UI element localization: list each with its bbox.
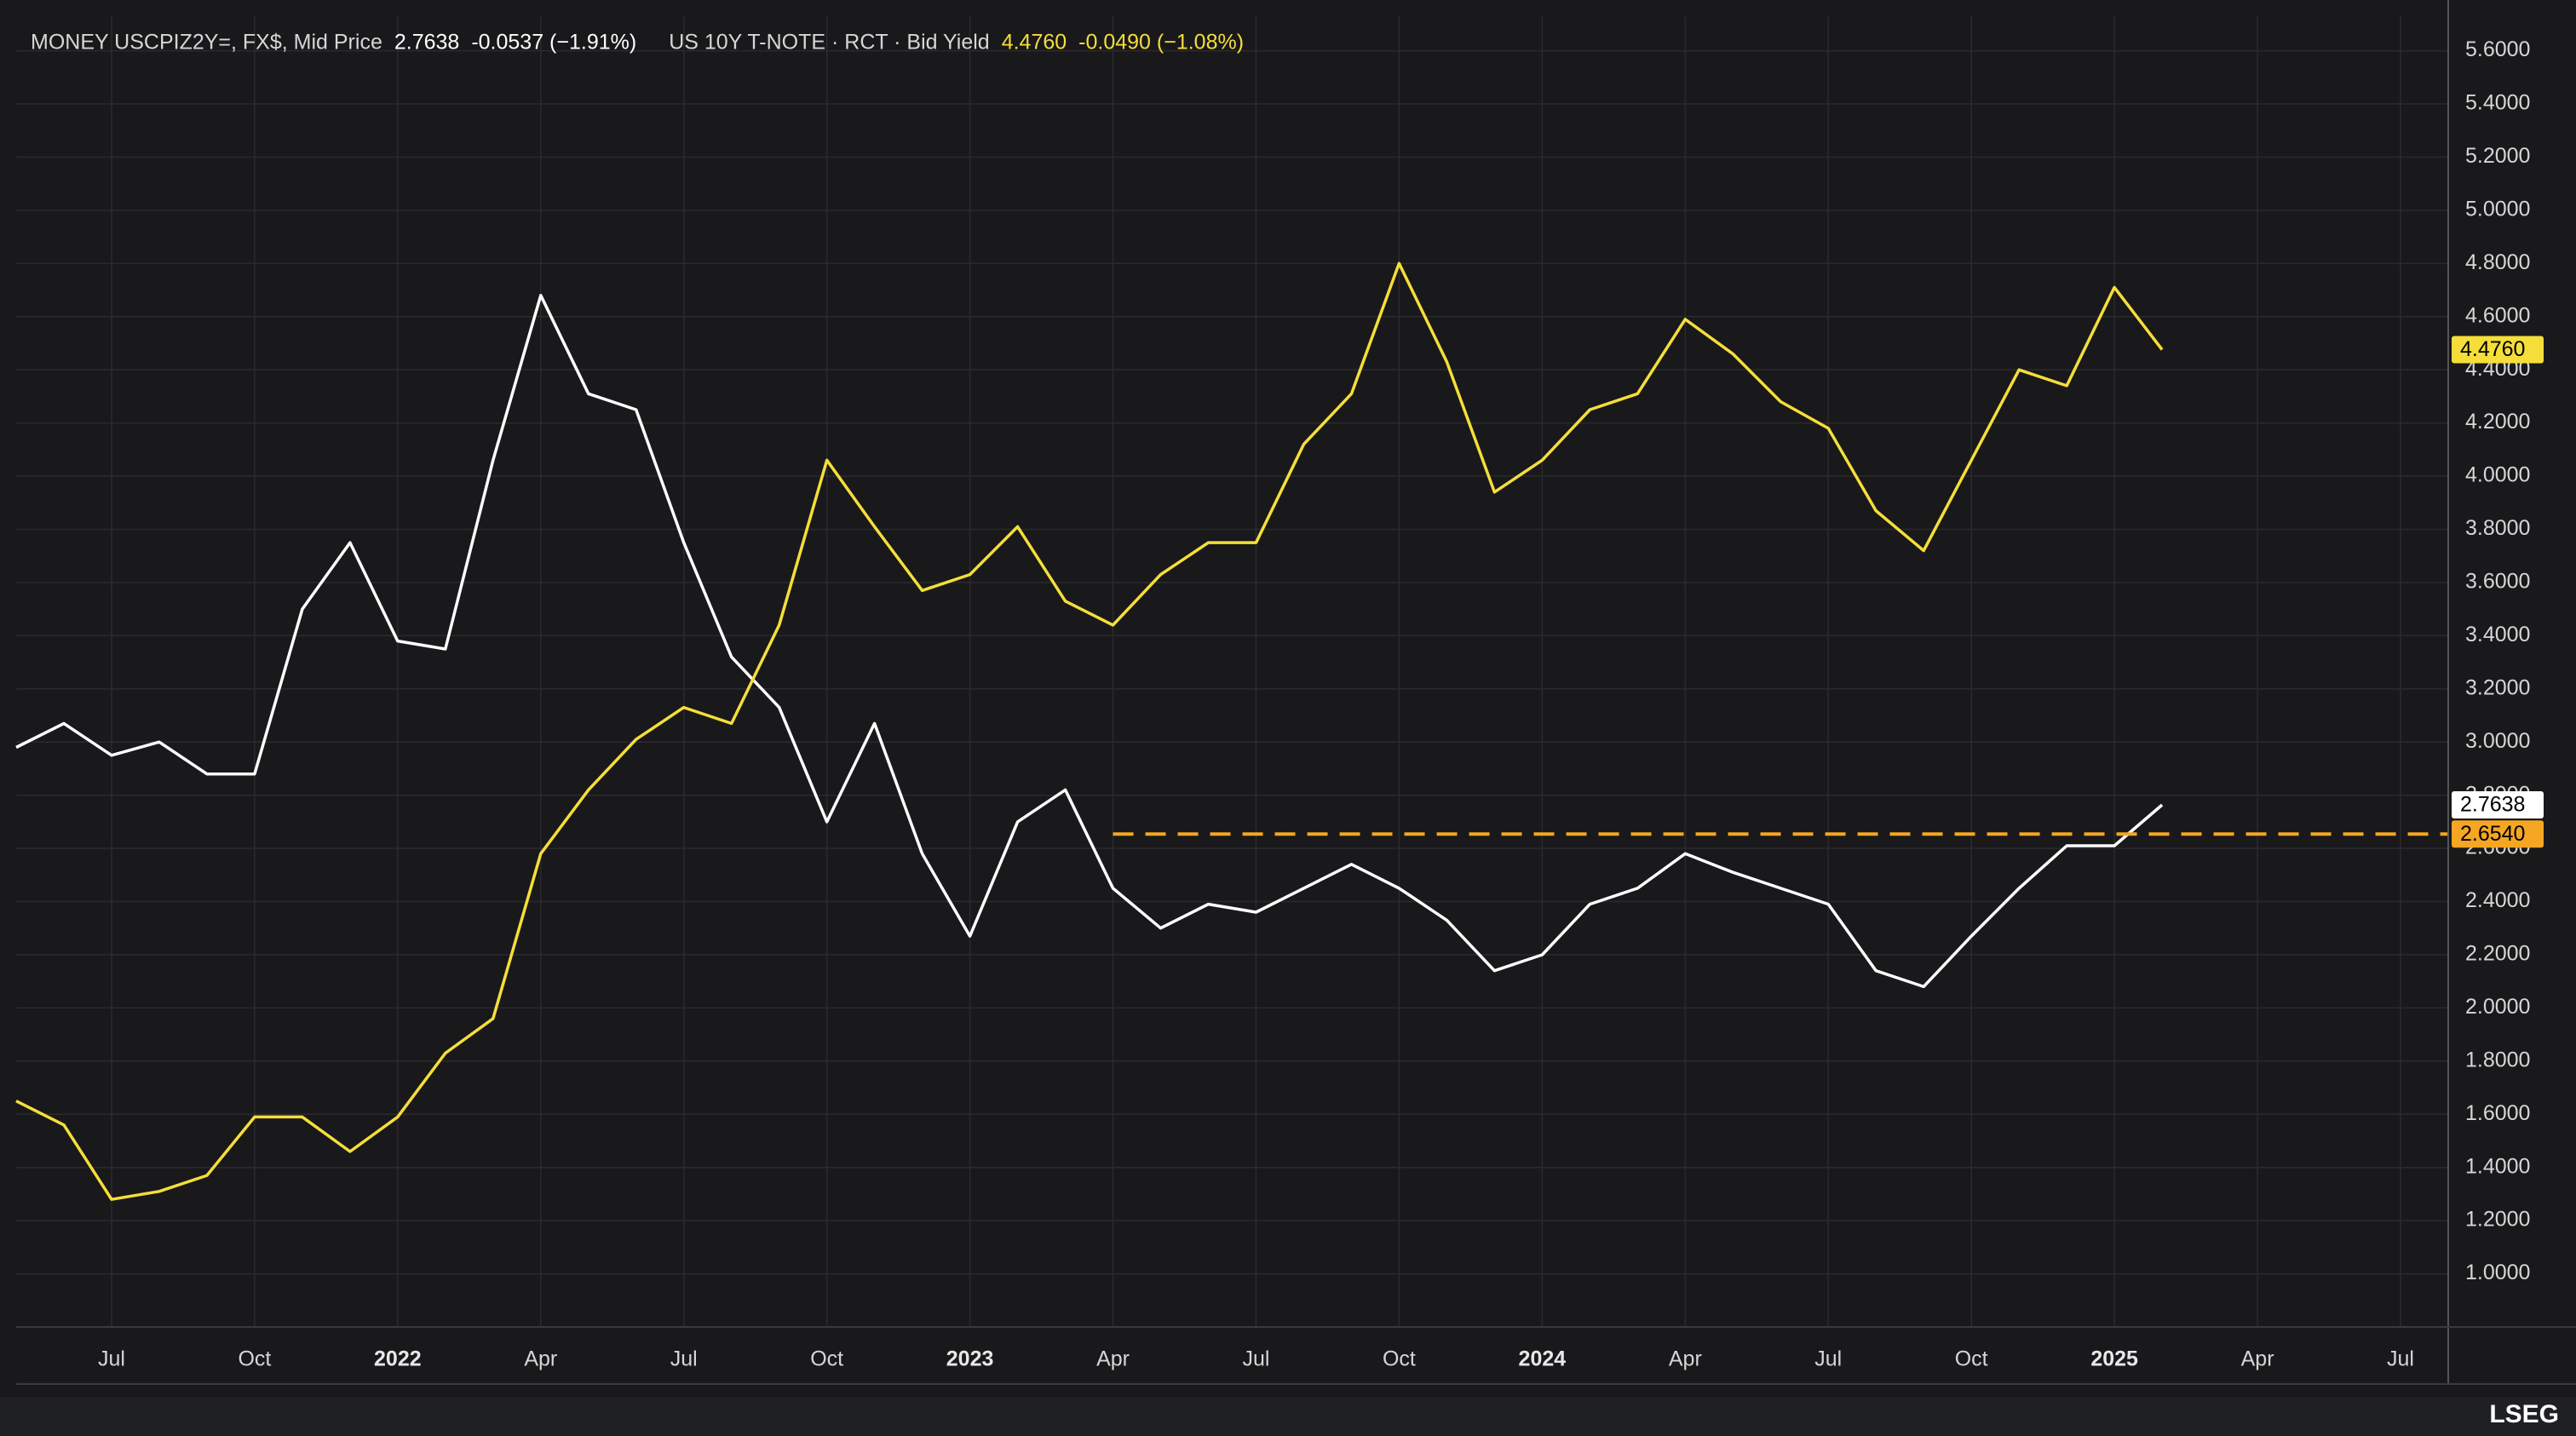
x-tick-label: Jul <box>1243 1347 1270 1371</box>
y-tick-label: 1.6000 <box>2465 1101 2530 1125</box>
x-tick-label: Apr <box>524 1347 557 1371</box>
legend-change: -0.0537 (−1.91%) <box>471 31 636 55</box>
x-tick-label: 2024 <box>1519 1347 1567 1371</box>
price-label: 4.4760 <box>2460 337 2525 361</box>
x-tick-label: Jul <box>2387 1347 2414 1371</box>
price-box <box>2452 790 2544 819</box>
series-line <box>15 294 2164 989</box>
y-tick-label: 4.8000 <box>2465 250 2530 274</box>
x-tick-label: Apr <box>1096 1347 1130 1371</box>
legend-name: US 10Y T-NOTE · RCT · Bid Yield <box>669 31 990 55</box>
y-tick-label: 3.6000 <box>2465 570 2530 594</box>
y-tick-label: 2.0000 <box>2465 995 2530 1019</box>
series-line <box>15 261 2164 1201</box>
price-label: 2.6540 <box>2460 822 2525 846</box>
x-tick-label: 2025 <box>2090 1347 2138 1371</box>
brand-logo: LSEG <box>2489 1400 2559 1428</box>
y-tick-label: 5.6000 <box>2465 37 2530 61</box>
price-label: 2.7638 <box>2460 793 2525 817</box>
axes: 1.0000 1.2000 1.4000 1.6000 1.8000 2.0000 2.20… <box>16 0 2576 1385</box>
x-tick-label: Oct <box>810 1347 843 1371</box>
y-tick-label: 1.8000 <box>2465 1048 2530 1071</box>
y-tick-label: 3.4000 <box>2465 623 2530 646</box>
footer-bar <box>0 1397 2576 1436</box>
legend-last: 2.7638 <box>394 31 459 55</box>
x-tick-label: 2023 <box>946 1347 994 1371</box>
x-tick-label: 2022 <box>374 1347 422 1371</box>
x-tick-label: Jul <box>1814 1347 1842 1371</box>
legend-name: MONEY USCPIZ2Y=, FX$, Mid Price <box>31 31 382 55</box>
price-box <box>2452 336 2544 364</box>
y-tick-label: 4.2000 <box>2465 410 2530 434</box>
x-tick-label: Apr <box>2241 1347 2274 1371</box>
y-tick-label: 5.2000 <box>2465 144 2530 168</box>
x-tick-label: Oct <box>1383 1347 1416 1371</box>
x-tick-label: Apr <box>1669 1347 1702 1371</box>
y-tick-label: 1.0000 <box>2465 1261 2530 1284</box>
y-tick-label: 5.0000 <box>2465 197 2530 221</box>
x-tick-label: Oct <box>238 1347 271 1371</box>
plot <box>15 261 2448 1201</box>
y-tick-label: 2.2000 <box>2465 942 2530 966</box>
y-tick-label: 3.0000 <box>2465 729 2530 753</box>
y-tick-label: 5.4000 <box>2465 91 2530 115</box>
grid <box>16 16 2448 1327</box>
legend-change: -0.0490 (−1.08%) <box>1078 31 1244 55</box>
x-tick-label: Jul <box>670 1347 698 1371</box>
y-tick-label: 3.8000 <box>2465 516 2530 540</box>
y-tick-label: 1.2000 <box>2465 1208 2530 1232</box>
y-tick-label: 2.4000 <box>2465 888 2530 912</box>
x-tick-label: Oct <box>1955 1347 1988 1371</box>
legend-last: 4.4760 <box>1002 31 1067 55</box>
y-tick-label: 4.0000 <box>2465 463 2530 487</box>
price-box <box>2452 820 2544 848</box>
x-tick-label: Jul <box>98 1347 125 1371</box>
y-tick-label: 1.4000 <box>2465 1154 2530 1178</box>
y-tick-label: 4.6000 <box>2465 303 2530 327</box>
y-tick-label: 3.2000 <box>2465 675 2530 699</box>
